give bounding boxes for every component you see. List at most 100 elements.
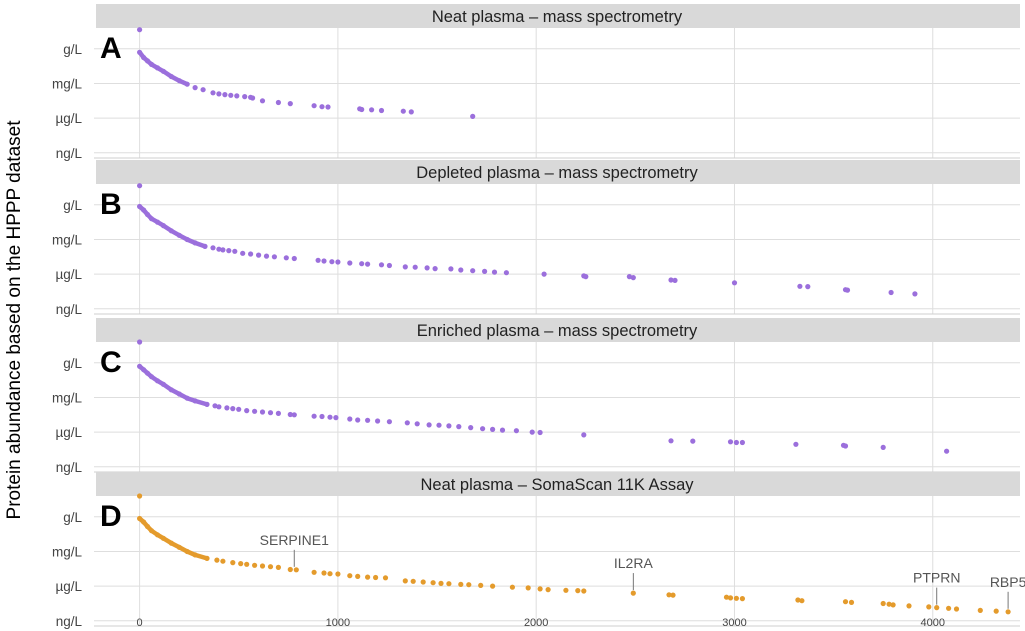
data-point — [184, 81, 190, 87]
data-point — [672, 277, 678, 283]
data-point — [490, 583, 496, 589]
data-point — [795, 597, 801, 603]
data-point — [733, 595, 740, 601]
data-point — [690, 438, 696, 444]
data-point — [739, 596, 746, 602]
data-point — [335, 259, 341, 265]
panels: Neat plasma – mass spectrometry g/L mg/L µg… — [52, 4, 1025, 629]
data-point — [355, 573, 361, 580]
panel-strip — [96, 318, 1020, 342]
data-point — [797, 283, 803, 289]
data-point — [137, 183, 143, 189]
data-point — [252, 562, 258, 568]
data-point — [410, 578, 416, 584]
y-tick-label: ng/L — [56, 460, 83, 475]
data-point — [412, 264, 418, 270]
data-point — [430, 580, 436, 586]
data-point — [144, 211, 151, 218]
data-point — [192, 240, 198, 246]
data-point — [630, 275, 636, 281]
data-point — [234, 93, 240, 99]
data-point — [630, 590, 636, 596]
data-point — [259, 409, 266, 415]
data-point — [731, 280, 738, 286]
data-point — [733, 439, 740, 446]
data-point — [230, 406, 236, 412]
data-point — [890, 602, 896, 608]
data-point — [347, 416, 353, 422]
y-tick-label: mg/L — [52, 232, 83, 247]
data-point — [202, 243, 208, 249]
panel-strip — [96, 160, 1020, 184]
data-point — [480, 426, 486, 432]
data-point — [160, 68, 166, 74]
data-point — [386, 419, 392, 425]
data-point — [386, 262, 392, 269]
data-point — [438, 580, 444, 587]
y-tick-label: g/L — [63, 198, 82, 213]
data-point — [365, 574, 371, 580]
panel-title: Enriched plasma – mass spectrometry — [417, 322, 698, 340]
data-point — [319, 104, 325, 110]
data-point — [727, 595, 734, 601]
panel-strip — [96, 472, 1020, 496]
data-point — [275, 410, 281, 416]
data-point — [216, 404, 222, 410]
data-point — [906, 603, 912, 609]
data-point — [583, 274, 589, 280]
data-point — [563, 587, 569, 593]
data-point — [283, 255, 289, 261]
data-point — [805, 284, 811, 290]
data-point — [525, 585, 531, 591]
panel-c: Enriched plasma – mass spectrometry g/L mg… — [52, 318, 1020, 475]
data-point — [315, 257, 321, 263]
data-point — [347, 573, 353, 579]
data-point — [545, 587, 551, 593]
data-point — [844, 287, 851, 293]
data-point — [333, 415, 339, 421]
data-point — [252, 408, 258, 414]
data-point — [228, 92, 234, 98]
data-point — [220, 247, 226, 253]
y-tick-label: mg/L — [52, 390, 83, 405]
data-point — [291, 412, 297, 418]
data-point — [244, 408, 250, 414]
data-point — [137, 363, 143, 369]
data-point — [148, 528, 155, 534]
data-point — [176, 391, 182, 397]
data-point — [141, 367, 147, 373]
panel-a: Neat plasma – mass spectrometry g/L mg/L µg… — [52, 4, 1020, 161]
data-point — [529, 429, 535, 435]
data-point — [184, 548, 190, 555]
data-point — [176, 544, 182, 550]
data-point — [230, 560, 236, 566]
data-point — [446, 423, 452, 429]
panel-title: Neat plasma – mass spectrometry — [432, 8, 683, 26]
data-point — [311, 103, 317, 109]
data-point — [365, 261, 371, 267]
data-point — [287, 101, 293, 107]
data-point — [160, 535, 166, 541]
y-axis-label: Protein abundance based on the HPPP data… — [4, 120, 25, 520]
data-point — [382, 575, 389, 581]
data-point — [311, 569, 317, 575]
data-point — [275, 564, 281, 571]
panel-title: Depleted plasma – mass spectrometry — [416, 164, 698, 182]
data-point — [1005, 609, 1011, 615]
data-point — [424, 265, 430, 271]
data-point — [793, 441, 799, 447]
data-point — [200, 87, 206, 93]
annotation-label: PTPRN — [913, 570, 960, 586]
data-point — [220, 558, 226, 564]
data-point — [141, 519, 147, 525]
data-point — [275, 99, 281, 106]
data-point — [414, 421, 420, 427]
data-point — [359, 261, 365, 267]
x-tick-label: 0 — [137, 617, 143, 629]
data-point — [359, 106, 365, 113]
data-point — [347, 260, 353, 266]
data-point — [168, 73, 174, 80]
y-tick-label: µg/L — [55, 111, 82, 126]
y-tick-label: ng/L — [56, 302, 83, 317]
data-point — [842, 443, 849, 449]
